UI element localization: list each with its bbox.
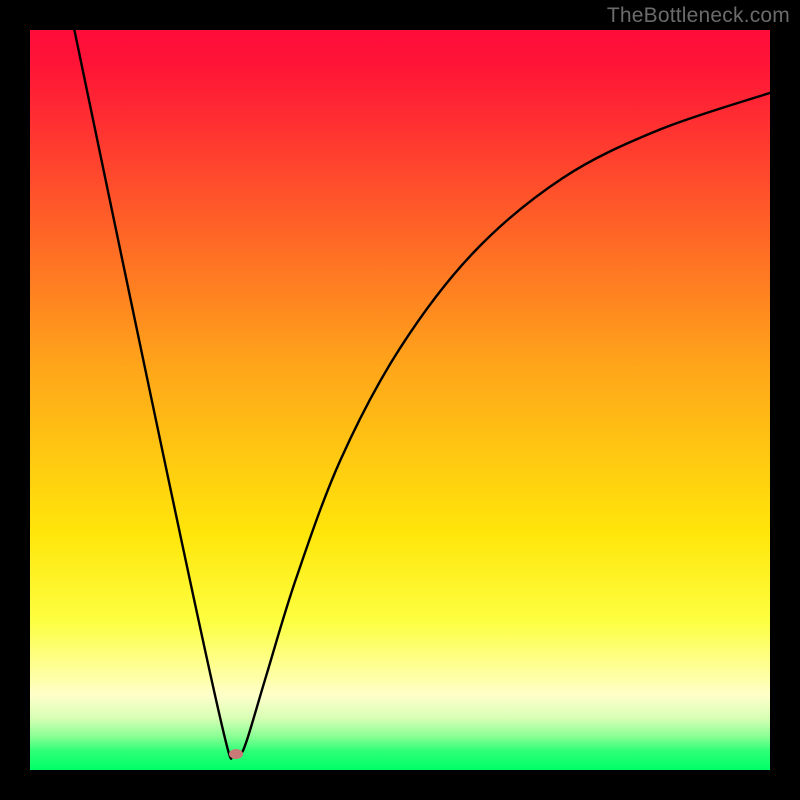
watermark-text: TheBottleneck.com <box>607 4 790 28</box>
min-point-marker <box>229 749 243 759</box>
chart-frame: TheBottleneck.com <box>0 0 800 800</box>
curve-line <box>30 30 770 770</box>
plot-area <box>30 30 770 770</box>
